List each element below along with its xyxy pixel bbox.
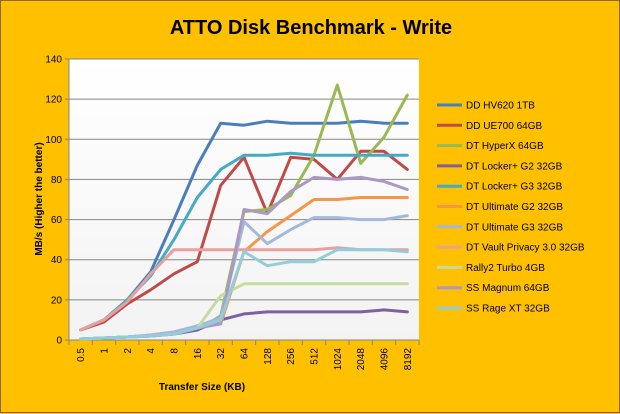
legend-entry: Rally2 Turbo 4GB	[466, 263, 545, 274]
legend-entry: SS Rage XT 32GB	[466, 304, 550, 315]
y-axis-title: MB/s (Higher the better)	[34, 142, 45, 255]
legend-entry: DT Ultimate G2 32GB	[466, 202, 563, 213]
x-tick-label: 1024	[333, 348, 344, 371]
x-tick-label: 16	[193, 348, 204, 360]
x-tick-label: 128	[263, 348, 274, 365]
series-line	[79, 248, 409, 341]
y-tick-label: 40	[51, 255, 63, 266]
x-tick-label: 64	[240, 348, 251, 360]
x-tick-label: 1	[100, 348, 111, 354]
x-tick-label: 4096	[380, 348, 391, 371]
plot-area: 0 20 40 60 80 100 120 140 0.5 1 2 4 8 16 32 64 128 256 512…	[45, 55, 420, 371]
legend-entry: SS Magnum 64GB	[466, 283, 550, 294]
series-line	[79, 149, 409, 332]
legend: DD HV620 1TB DD UE700 64GB DT HyperX 64GB D…	[437, 101, 585, 315]
x-tick-label: 256	[286, 348, 297, 365]
x-tick-label: 4	[146, 348, 157, 354]
chart-title: ATTO Disk Benchmark - Write	[170, 17, 452, 39]
y-tick-label: 60	[51, 215, 63, 226]
y-tick-label: 0	[56, 336, 62, 347]
x-tick-label: 0.5	[76, 348, 87, 362]
y-tick-label: 120	[45, 95, 62, 106]
legend-entry: DD HV620 1TB	[466, 101, 535, 112]
legend-entry: DT Vault Privacy 3.0 32GB	[466, 243, 585, 254]
x-tick-label: 8	[170, 348, 181, 354]
x-tick-label: 32	[216, 348, 227, 360]
x-axis-title: Transfer Size (KB)	[159, 382, 245, 393]
x-tick-label: 512	[310, 348, 321, 365]
legend-entry: DD UE700 64GB	[466, 121, 542, 132]
y-tick-label: 100	[45, 135, 62, 146]
legend-entry: DT Locker+ G3 32GB	[466, 182, 563, 193]
legend-entry: DT HyperX 64GB	[466, 141, 544, 152]
x-tick-label: 2048	[356, 348, 367, 371]
plot-background	[69, 59, 419, 340]
legend-entry: DT Ultimate G3 32GB	[466, 222, 563, 233]
y-tick-label: 140	[45, 55, 62, 66]
legend-entry: DT Locker+ G2 32GB	[466, 161, 563, 172]
x-tick-label: 8192	[403, 348, 414, 371]
y-tick-label: 20	[51, 295, 63, 306]
x-tick-label: 2	[123, 348, 134, 354]
y-tick-label: 80	[51, 175, 63, 186]
